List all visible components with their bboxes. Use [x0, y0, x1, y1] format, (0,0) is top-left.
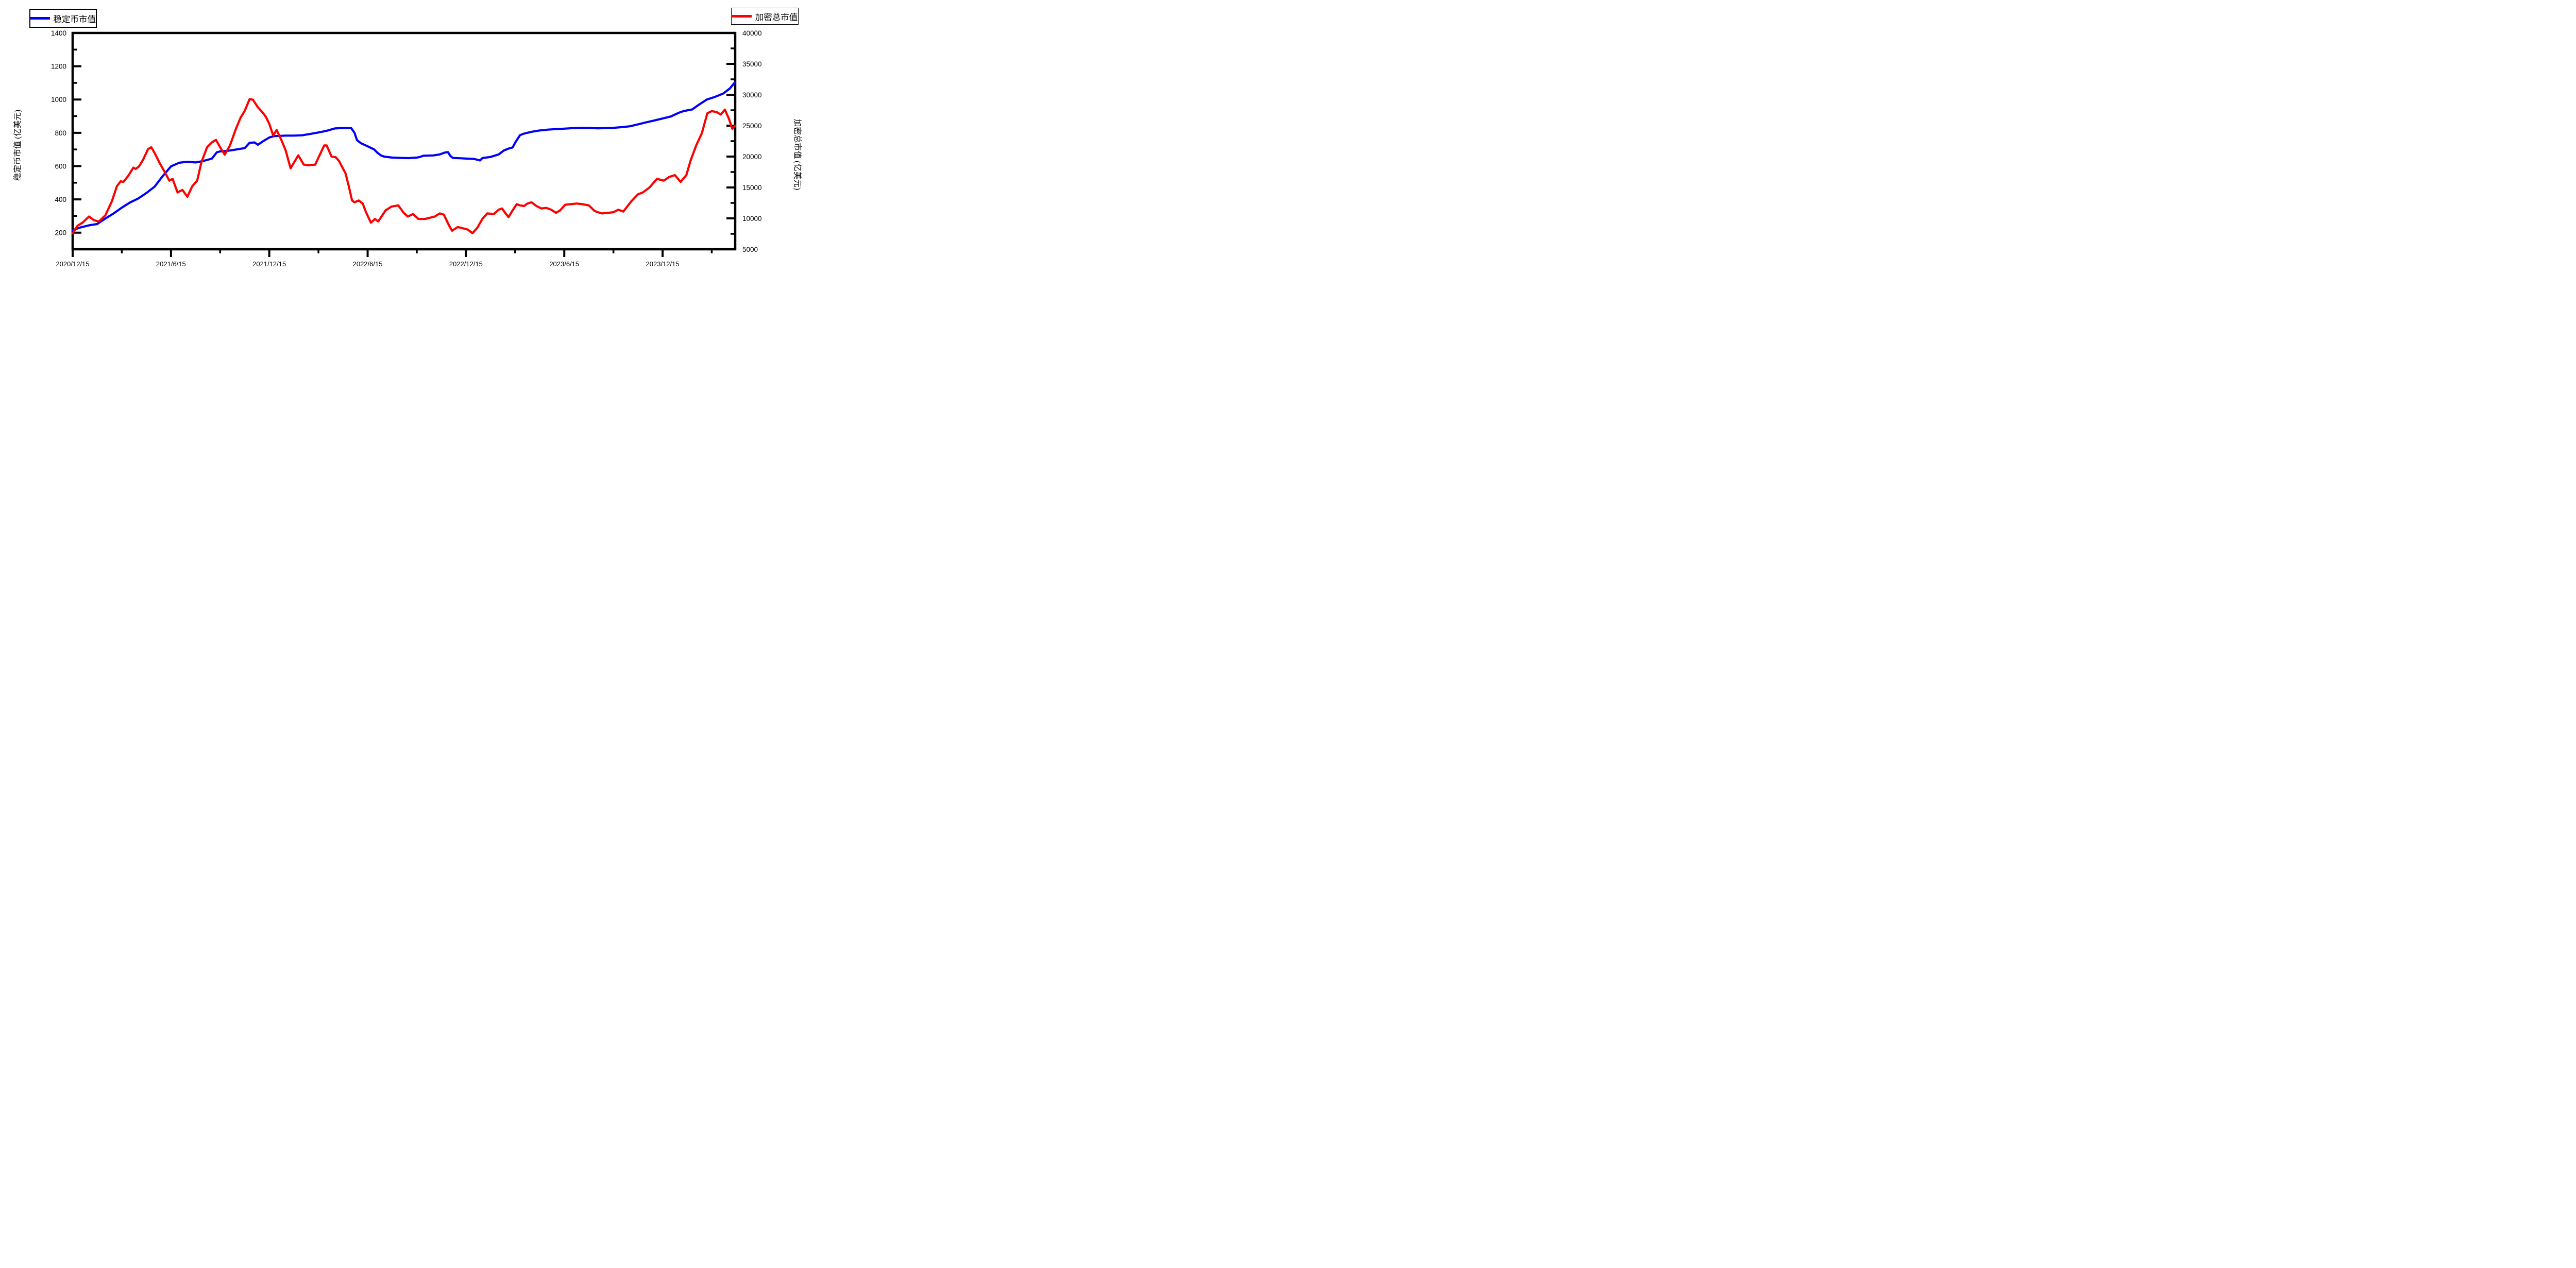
legend-total-crypto-label: 加密总市值 [755, 12, 798, 22]
series-line-stablecoin [71, 81, 737, 231]
left-tick-label: 1400 [51, 29, 66, 37]
series-line-total-crypto [71, 98, 737, 234]
left-tick-label: 200 [55, 229, 66, 237]
left-tick-label: 800 [55, 129, 66, 137]
axis-frame [71, 31, 737, 251]
x-tick-label: 2022/12/15 [449, 260, 483, 268]
right-tick-label: 15000 [742, 184, 762, 192]
x-tick-label: 2023/12/15 [646, 260, 680, 268]
right-tick-label: 35000 [742, 60, 762, 68]
legend-stablecoin-label: 稳定币市值 [53, 14, 96, 24]
legend-stablecoin: 稳定币市值 [29, 9, 97, 28]
right-tick-label: 40000 [742, 29, 762, 37]
left-tick-label: 600 [55, 162, 66, 170]
left-tick-label: 1000 [51, 96, 66, 104]
right-tick-label: 5000 [742, 246, 758, 253]
legend-line-red-icon [732, 15, 752, 18]
x-tick-label: 2022/6/15 [353, 260, 383, 268]
right-tick-label: 10000 [742, 215, 762, 222]
right-tick-label: 20000 [742, 153, 762, 161]
x-tick-label: 2021/6/15 [156, 260, 186, 268]
left-tick-label: 400 [55, 196, 66, 203]
right-tick-label: 25000 [742, 122, 762, 130]
x-tick-label: 2020/12/15 [56, 260, 89, 268]
right-axis-title: 加密总市值 (亿美元) [793, 118, 802, 191]
left-tick-label: 1200 [51, 63, 66, 71]
right-tick-label: 30000 [742, 91, 762, 99]
x-tick-label: 2021/12/15 [252, 260, 286, 268]
legend-line-blue-icon [30, 17, 50, 20]
chart-canvas: 稳定币市值 加密总市值 稳定币市值 (亿美元) 加密总市值 (亿美元) 200 4… [0, 0, 808, 281]
left-axis-title: 稳定币市值 (亿美元) [13, 109, 22, 181]
legend-total-crypto: 加密总市值 [731, 8, 799, 25]
x-tick-label: 2023/6/15 [549, 260, 579, 268]
plot-area: 200 400 600 800 1000 1200 1400 5000 10000 15000 20… [51, 29, 762, 268]
